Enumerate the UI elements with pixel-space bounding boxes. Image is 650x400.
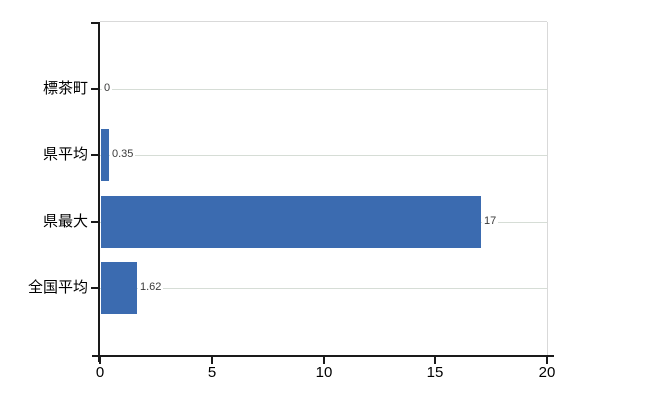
x-tick-1 [211,357,213,364]
y-tick-2 [91,221,98,223]
x-tick-label-2: 10 [315,364,333,381]
y-tick-0 [91,88,98,90]
category-label-1: 県平均 [42,146,88,163]
row-gridline [100,288,547,289]
plot-top-border [100,21,547,22]
x-tick-0 [99,357,101,364]
y-tick-3 [91,287,98,289]
x-tick-label-0: 0 [95,364,105,381]
value-label-1: 0.35 [110,148,136,160]
value-label-0: 0 [102,82,113,94]
x-tick-3 [434,357,436,364]
y-axis-line [98,22,100,362]
value-label-3: 1.62 [138,281,164,293]
x-tick-2 [323,357,325,364]
bar-3 [101,262,137,314]
category-label-0: 標茶町 [42,80,88,97]
plot-right-border [547,22,548,355]
category-label-3: 全国平均 [27,279,88,296]
x-tick-label-1: 5 [207,364,217,381]
bar-1 [101,129,109,181]
row-gridline [100,155,547,156]
value-label-2: 17 [482,215,499,227]
x-tick-label-4: 20 [538,364,556,381]
x-axis-line [92,355,554,357]
x-tick-label-3: 15 [426,364,444,381]
row-gridline [100,89,547,90]
bar-2 [101,196,481,248]
y-axis-top-tick [91,22,98,24]
category-label-2: 県最大 [42,213,88,230]
y-tick-1 [91,154,98,156]
x-tick-4 [546,357,548,364]
